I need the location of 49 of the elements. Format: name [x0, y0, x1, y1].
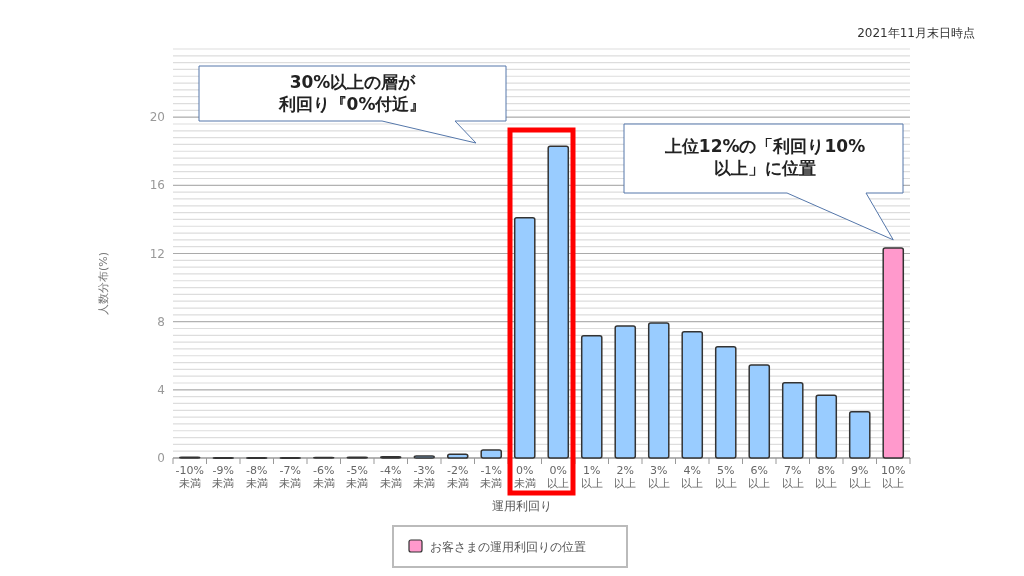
x-tick-label: -8% 未満: [245, 464, 268, 490]
x-tick-label: 4% 以上: [681, 464, 704, 490]
x-tick-label: -4% 未満: [379, 464, 402, 490]
y-axis-title: 人数分布(%): [97, 251, 110, 316]
x-tick-label: -6% 未満: [312, 464, 335, 490]
y-tick-label: 0: [157, 451, 165, 465]
bar: [681, 330, 704, 459]
annotation: 30%以上の層が利回り『0%付近』: [277, 71, 428, 115]
legend: お客さまの運用利回りの位置: [392, 525, 628, 568]
x-tick-label: 5% 以上: [714, 464, 737, 490]
annotation: 上位12%の「利回り10%以上」に位置: [663, 135, 867, 179]
y-tick-label: 20: [149, 110, 165, 125]
bar: [815, 394, 838, 459]
bar: [748, 364, 771, 459]
bar: [714, 345, 737, 459]
bar: [647, 322, 670, 459]
bar: [848, 410, 871, 459]
x-tick-label: -7% 未満: [279, 464, 302, 490]
bar: [480, 449, 503, 459]
x-tick-label: -3% 未満: [413, 464, 436, 490]
legend-label: お客さまの運用利回りの位置: [430, 540, 586, 554]
x-axis-title: 運用利回り: [491, 499, 552, 513]
bar: [446, 453, 469, 459]
x-tick-label: -5% 未満: [346, 464, 369, 490]
x-tick-label: 0% 未満: [513, 464, 536, 490]
x-tick-label: -2% 未満: [446, 464, 469, 490]
x-tick-label: 1% 以上: [580, 464, 603, 490]
x-tick-label: 6% 以上: [748, 464, 771, 490]
y-tick-label: 8: [157, 314, 165, 329]
bar: [614, 325, 637, 459]
y-tick-label: 4: [157, 382, 165, 397]
y-tick-label: 16: [149, 178, 165, 193]
y-tick-label: 12: [149, 246, 165, 261]
x-tick-label: 9% 以上: [848, 464, 871, 490]
bar: [413, 455, 436, 459]
text: 2021年11月末日時点: [857, 26, 975, 40]
bar: [513, 216, 536, 459]
x-tick-label: 2% 以上: [614, 464, 637, 490]
x-tick-label: -9% 未満: [212, 464, 235, 490]
x-tick-label: 7% 以上: [781, 464, 804, 490]
bar: [580, 335, 603, 459]
x-tick-label: 0% 以上: [547, 464, 570, 490]
x-tick-label: -1% 未満: [480, 464, 503, 490]
bar: [882, 247, 905, 459]
x-tick-label: 3% 以上: [647, 464, 670, 490]
x-tick-label: -10% 未満: [175, 464, 204, 490]
x-tick-label: 8% 以上: [815, 464, 838, 490]
bar: [781, 381, 804, 459]
x-tick-label: 10% 以上: [881, 464, 906, 490]
